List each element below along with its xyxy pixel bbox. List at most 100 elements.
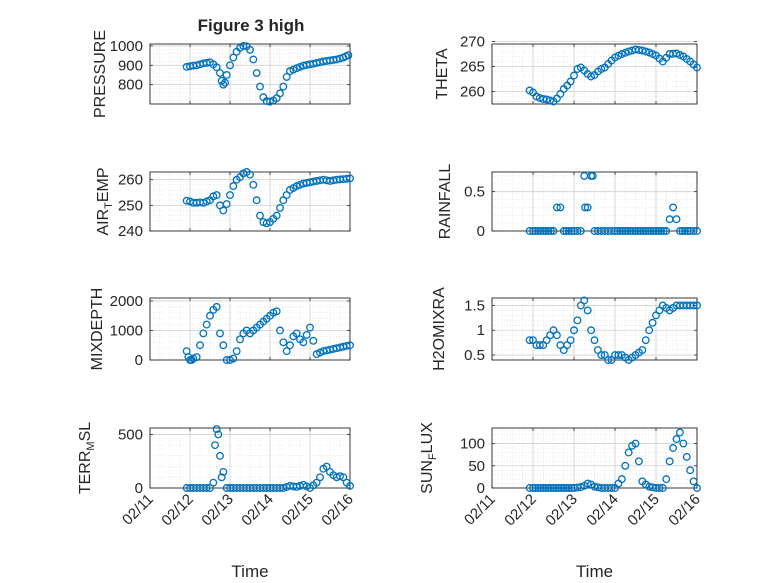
y-tick-label: 0.5 (464, 184, 485, 201)
data-point (562, 227, 571, 235)
data-point (564, 484, 573, 492)
data-point (659, 227, 668, 235)
data-point (202, 484, 211, 492)
data-point (566, 336, 575, 345)
data-point (570, 71, 578, 80)
data-point (682, 452, 691, 461)
data-point (658, 484, 667, 492)
data-point (628, 227, 637, 235)
data-point (256, 82, 264, 91)
data-point (588, 171, 597, 180)
data-point (583, 203, 592, 212)
data-point (675, 428, 684, 437)
data-point (229, 53, 238, 62)
data-point (216, 451, 224, 460)
data-point (573, 227, 582, 235)
x-tick-label: 02/14 (238, 491, 277, 530)
subplot-8: 0 50 100 SUNFLUX 02/11 02/12 02/13 02/14 02/15 02… (419, 422, 704, 581)
data-point (534, 484, 543, 492)
data-point (616, 227, 625, 235)
data-point (583, 479, 592, 488)
y-tick-label: 50 (468, 458, 485, 475)
data-point (554, 484, 563, 492)
data-point (212, 191, 221, 200)
data-point (654, 227, 663, 235)
data-point (212, 63, 221, 72)
data-point (636, 227, 645, 235)
data-point (282, 72, 291, 81)
data-point (662, 475, 671, 484)
data-point (229, 182, 238, 191)
axes-box (149, 43, 351, 105)
data-point (678, 227, 687, 235)
data-point (212, 302, 221, 311)
data-point (226, 191, 234, 200)
y-tick-label: 265 (460, 59, 485, 76)
data-point (552, 484, 561, 492)
data-point (607, 484, 616, 492)
data-point (342, 342, 351, 350)
data-point (641, 336, 650, 345)
data-point (634, 457, 643, 466)
data-point (693, 227, 701, 235)
data-point (549, 227, 558, 235)
data-point (597, 351, 606, 359)
x-tick-label: 02/13 (198, 491, 237, 530)
y-axis-label: THETA (434, 48, 451, 100)
data-point (346, 341, 354, 350)
data-point (546, 96, 555, 105)
data-point (583, 306, 592, 315)
x-tick-label: 02/14 (583, 491, 622, 530)
data-point (552, 203, 561, 212)
y-tick-label: 800 (118, 77, 143, 94)
data-point (693, 301, 701, 310)
data-point (219, 206, 228, 215)
data-point (665, 215, 674, 224)
y-tick-label: 100 (460, 436, 485, 453)
y-tick-label: 2000 (110, 293, 143, 310)
data-point (544, 227, 553, 235)
data-point (199, 329, 208, 338)
data-point (346, 174, 354, 183)
data-point (590, 336, 599, 345)
data-point (222, 71, 231, 79)
data-point (675, 227, 684, 235)
data-point (536, 484, 545, 492)
data-point (529, 227, 537, 235)
data-point (525, 336, 534, 345)
data-point (614, 351, 623, 359)
data-point (309, 336, 318, 345)
data-point (542, 95, 551, 104)
data-point (236, 335, 244, 344)
data-point (621, 461, 630, 470)
data-point (306, 323, 314, 332)
data-point (279, 82, 288, 91)
data-point (531, 227, 540, 235)
data-point (221, 78, 229, 87)
x-tick-label: 02/11 (119, 491, 157, 529)
data-point (276, 203, 284, 212)
data-point (279, 484, 288, 492)
data-point (226, 61, 234, 70)
data-point (209, 478, 218, 487)
data-point (217, 473, 226, 482)
x-tick-label: 02/16 (318, 491, 357, 530)
data-point (222, 200, 231, 209)
data-point (212, 425, 221, 434)
y-tick-label: 260 (460, 84, 485, 101)
axes-box (491, 297, 698, 361)
subplot-6: 0.5 1 1.5 H2OMIXRA (431, 287, 701, 371)
data-point (214, 430, 223, 439)
data-point (657, 227, 666, 235)
data-point (539, 227, 548, 235)
data-point (282, 347, 291, 356)
data-point (638, 46, 647, 55)
data-point (292, 329, 301, 338)
data-point (559, 227, 568, 235)
figure-title: Figure 3 high (198, 16, 305, 35)
y-axis-label: MIXDEPTH (89, 288, 106, 371)
